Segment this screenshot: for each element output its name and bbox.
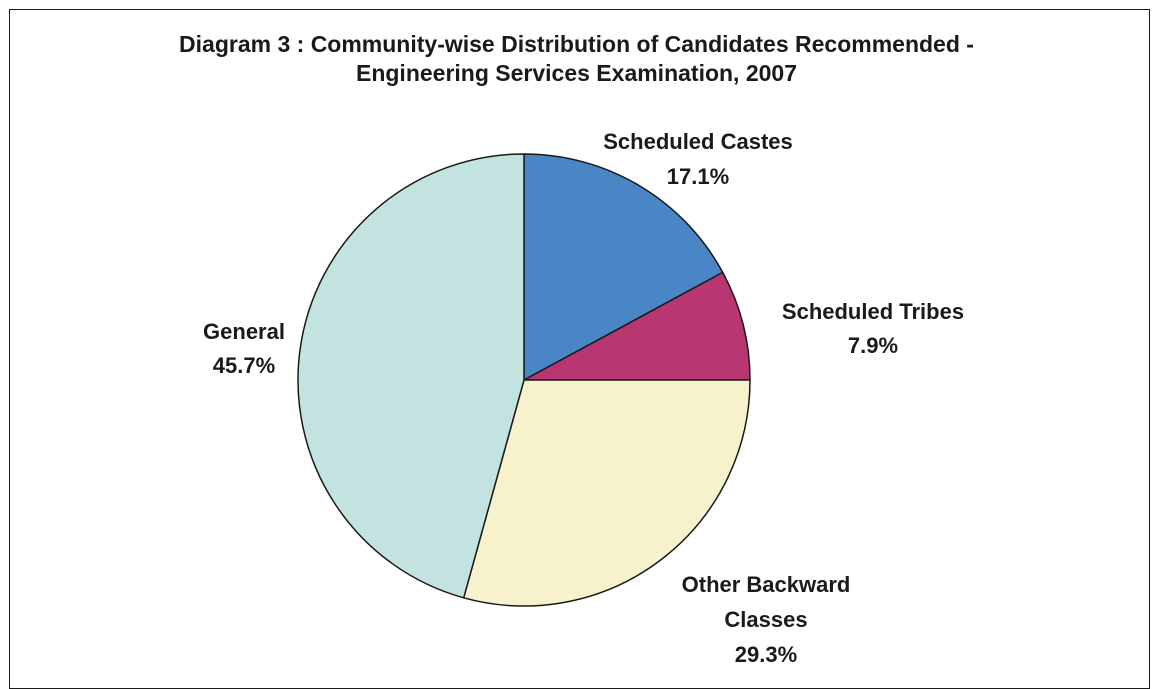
slice-label-general: General [203, 319, 285, 344]
slice-value-scheduled-castes: 17.1% [667, 164, 729, 189]
slice-label-obc-line-2: Classes [724, 607, 807, 632]
slice-value-obc: 29.3% [735, 642, 797, 667]
slice-label-scheduled-tribes: Scheduled Tribes [782, 299, 964, 324]
slice-value-scheduled-tribes: 7.9% [848, 333, 898, 358]
slice-label-obc-line-1: Other Backward [682, 572, 851, 597]
slice-value-general: 45.7% [213, 353, 275, 378]
slice-label-scheduled-castes: Scheduled Castes [603, 129, 793, 154]
pie-slices [298, 154, 750, 606]
